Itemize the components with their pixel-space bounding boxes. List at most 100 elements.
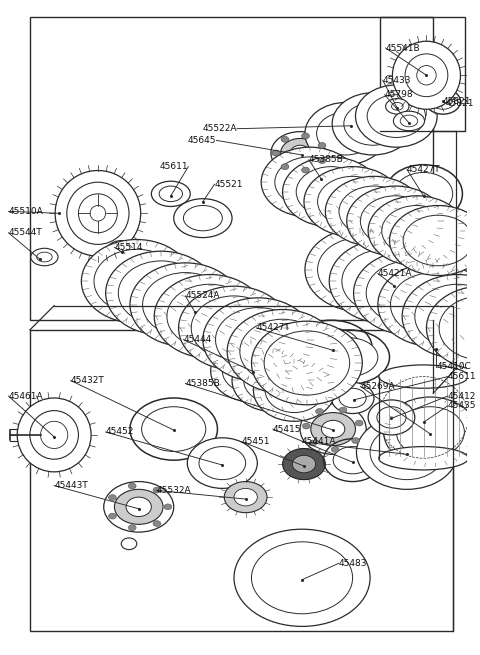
Ellipse shape — [36, 252, 52, 262]
Ellipse shape — [142, 407, 206, 451]
Text: 45385B: 45385B — [309, 155, 344, 164]
Ellipse shape — [151, 181, 190, 206]
Ellipse shape — [187, 438, 257, 489]
Ellipse shape — [108, 514, 116, 519]
Text: 45611: 45611 — [448, 372, 477, 381]
Ellipse shape — [143, 272, 228, 337]
Ellipse shape — [108, 495, 116, 500]
Ellipse shape — [121, 538, 137, 550]
Bar — [30, 17, 433, 320]
Text: 45415: 45415 — [273, 424, 301, 434]
Ellipse shape — [265, 368, 324, 413]
Ellipse shape — [385, 99, 409, 114]
Ellipse shape — [318, 176, 387, 227]
Ellipse shape — [302, 423, 310, 429]
Ellipse shape — [382, 206, 452, 256]
Ellipse shape — [90, 206, 106, 221]
Ellipse shape — [402, 274, 480, 358]
Text: 45427T: 45427T — [407, 165, 441, 174]
Ellipse shape — [78, 194, 117, 233]
Ellipse shape — [283, 157, 380, 227]
Ellipse shape — [154, 274, 265, 358]
Ellipse shape — [301, 133, 310, 139]
Ellipse shape — [227, 310, 338, 393]
Ellipse shape — [128, 525, 136, 531]
Ellipse shape — [113, 244, 131, 256]
Ellipse shape — [281, 138, 320, 168]
Ellipse shape — [300, 403, 366, 455]
Text: 45514: 45514 — [114, 243, 143, 252]
Ellipse shape — [379, 365, 468, 388]
Ellipse shape — [114, 489, 163, 525]
Ellipse shape — [281, 136, 289, 142]
Text: 45821: 45821 — [446, 99, 474, 108]
Text: 45385B: 45385B — [185, 379, 220, 388]
Ellipse shape — [264, 331, 349, 395]
Ellipse shape — [224, 481, 267, 513]
Ellipse shape — [107, 240, 138, 260]
Text: 45421A: 45421A — [378, 269, 412, 278]
Text: 45435: 45435 — [448, 402, 476, 410]
Text: 45645: 45645 — [188, 136, 216, 145]
Ellipse shape — [252, 542, 353, 614]
Text: 45410C: 45410C — [436, 362, 471, 371]
Ellipse shape — [130, 263, 241, 346]
Text: 45443T: 45443T — [54, 481, 88, 490]
Ellipse shape — [309, 440, 317, 446]
Text: 45461A: 45461A — [9, 392, 43, 400]
Ellipse shape — [305, 102, 386, 164]
Text: 45412: 45412 — [448, 392, 476, 400]
Ellipse shape — [118, 261, 204, 325]
Text: 45510A: 45510A — [9, 207, 43, 216]
Ellipse shape — [261, 147, 359, 217]
Ellipse shape — [305, 228, 416, 312]
Ellipse shape — [400, 115, 418, 127]
Text: 45483: 45483 — [339, 559, 368, 568]
Ellipse shape — [355, 420, 363, 426]
Ellipse shape — [377, 407, 406, 428]
Ellipse shape — [211, 340, 292, 402]
Ellipse shape — [318, 158, 326, 164]
Ellipse shape — [360, 196, 431, 246]
Ellipse shape — [366, 261, 452, 325]
Ellipse shape — [396, 407, 464, 457]
Ellipse shape — [384, 397, 477, 467]
Ellipse shape — [331, 447, 339, 453]
Ellipse shape — [252, 321, 362, 405]
Ellipse shape — [292, 455, 316, 473]
Ellipse shape — [432, 94, 455, 109]
Ellipse shape — [356, 85, 437, 147]
Ellipse shape — [301, 167, 310, 173]
Ellipse shape — [317, 112, 375, 155]
Ellipse shape — [104, 481, 174, 532]
Ellipse shape — [281, 164, 289, 170]
Ellipse shape — [378, 263, 480, 346]
Ellipse shape — [367, 95, 425, 138]
Ellipse shape — [318, 238, 403, 302]
Text: 45432T: 45432T — [71, 376, 105, 385]
Ellipse shape — [316, 409, 324, 415]
Ellipse shape — [302, 328, 360, 367]
Ellipse shape — [405, 54, 448, 97]
Ellipse shape — [253, 359, 335, 421]
Ellipse shape — [325, 176, 422, 246]
Ellipse shape — [167, 284, 252, 348]
Ellipse shape — [352, 438, 360, 443]
Ellipse shape — [159, 186, 182, 202]
Bar — [380, 17, 465, 130]
Text: 45441A: 45441A — [302, 438, 336, 446]
Ellipse shape — [234, 489, 257, 506]
Ellipse shape — [415, 284, 480, 348]
Ellipse shape — [183, 206, 222, 231]
Ellipse shape — [94, 250, 180, 313]
Ellipse shape — [232, 349, 314, 411]
Text: 45524A: 45524A — [185, 291, 220, 301]
Ellipse shape — [368, 400, 415, 435]
Ellipse shape — [296, 166, 366, 217]
Ellipse shape — [425, 89, 460, 114]
Text: 45611: 45611 — [160, 162, 188, 171]
Ellipse shape — [339, 186, 409, 236]
Text: 45821: 45821 — [443, 97, 471, 106]
Ellipse shape — [395, 172, 453, 215]
Ellipse shape — [174, 198, 232, 238]
